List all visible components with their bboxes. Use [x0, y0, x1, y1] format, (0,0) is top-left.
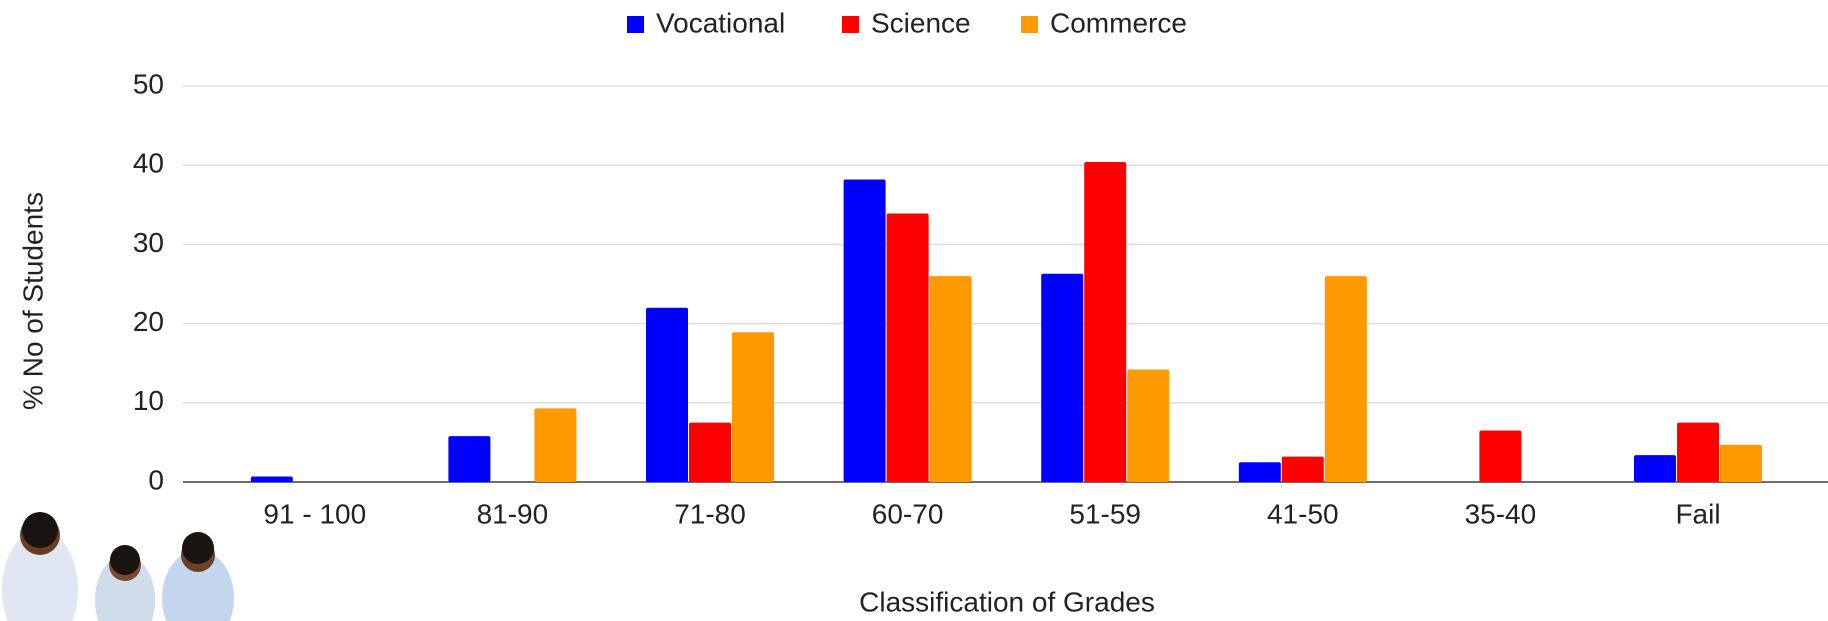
x-tick-label: 60-70 [872, 498, 944, 529]
y-tick-label: 0 [148, 464, 164, 495]
x-tick-label: 51-59 [1069, 498, 1141, 529]
bar [1084, 162, 1126, 482]
bar [646, 308, 688, 482]
bar [1479, 431, 1521, 482]
legend-label: Vocational [656, 7, 785, 38]
bar [1720, 445, 1762, 482]
bar [844, 179, 886, 482]
legend-swatch [842, 16, 859, 33]
x-tick-label: 81-90 [477, 498, 549, 529]
y-tick-label: 50 [133, 68, 164, 99]
legend-swatch [1021, 16, 1038, 33]
chart: Classification of Grades % No of Student… [0, 0, 1828, 621]
legend-label: Science [871, 7, 971, 38]
y-tick-label: 30 [133, 227, 164, 258]
legend-label: Commerce [1050, 7, 1187, 38]
legend-swatch [627, 16, 644, 33]
x-tick-label: 91 - 100 [263, 498, 366, 529]
bar [1282, 457, 1324, 482]
bar [251, 476, 293, 482]
bar [689, 423, 731, 482]
bar [1325, 276, 1367, 482]
bar [1239, 462, 1281, 482]
bar [887, 214, 929, 482]
bar [1041, 274, 1083, 482]
y-axis-label: % No of Students [17, 192, 48, 410]
x-tick-label: 41-50 [1267, 498, 1339, 529]
y-tick-label: 10 [133, 385, 164, 416]
y-tick-label: 20 [133, 306, 164, 337]
bar [930, 276, 972, 482]
bar [1677, 423, 1719, 482]
x-tick-label: Fail [1675, 498, 1720, 529]
x-tick-label: 71-80 [674, 498, 746, 529]
x-axis-label: Classification of Grades [859, 586, 1155, 617]
bar [732, 332, 774, 482]
y-tick-label: 40 [133, 148, 164, 179]
photo [2, 512, 234, 621]
bar [448, 436, 490, 482]
bar [1634, 455, 1676, 482]
bar [534, 408, 576, 482]
x-tick-label: 35-40 [1465, 498, 1537, 529]
bar [1127, 370, 1169, 482]
